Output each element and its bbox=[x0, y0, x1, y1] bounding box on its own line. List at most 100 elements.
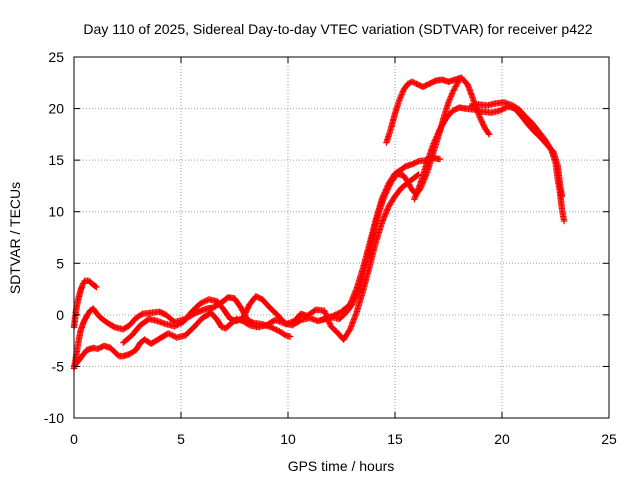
data-point-arc5 bbox=[349, 301, 356, 308]
data-point-arc6 bbox=[396, 95, 404, 103]
data-point-arc7 bbox=[434, 131, 441, 139]
data-point-arc5 bbox=[352, 292, 360, 300]
data-point-arc7 bbox=[498, 106, 505, 114]
data-point-arc6 bbox=[404, 80, 412, 88]
tick-labels: 0 5 10 15 20 25 -10 -5 0 5 10 15 20 25 bbox=[44, 49, 617, 447]
x-tick-label: 5 bbox=[177, 431, 185, 447]
data-point-arc3 bbox=[334, 310, 341, 318]
data-point-arc6 bbox=[408, 78, 416, 85]
y-tick-label: 20 bbox=[48, 101, 64, 117]
data-point-arc8 bbox=[560, 217, 568, 225]
data-point-arc3 bbox=[164, 330, 172, 337]
y-tick-label: 5 bbox=[56, 255, 64, 271]
data-point-arc6 bbox=[406, 79, 413, 87]
data-point-arc5 bbox=[448, 91, 455, 99]
data-point-arc6 bbox=[397, 94, 404, 101]
data-point-arc7 bbox=[430, 138, 438, 146]
data-point-arc6 bbox=[396, 97, 403, 104]
data-point-arc5 bbox=[352, 294, 359, 301]
data-point-arc5 bbox=[447, 93, 455, 100]
data-points bbox=[70, 74, 568, 372]
data-point-arc5 bbox=[451, 86, 458, 93]
x-axis-label: GPS time / hours bbox=[288, 458, 395, 474]
data-point-arc5 bbox=[445, 97, 453, 105]
data-point-arc4 bbox=[198, 299, 205, 307]
data-point-arc5 bbox=[445, 99, 452, 106]
data-point-arc5 bbox=[349, 299, 357, 307]
plot-border bbox=[73, 56, 610, 419]
x-tick-label: 25 bbox=[601, 431, 617, 447]
data-point-arc6 bbox=[397, 92, 405, 100]
data-point-arc4 bbox=[171, 323, 178, 330]
data-point-arc5 bbox=[449, 88, 456, 96]
y-tick-label: -5 bbox=[52, 358, 65, 374]
data-point-arc5 bbox=[354, 289, 361, 297]
y-axis-label: SDTVAR / TECUs bbox=[7, 182, 23, 294]
data-point-arc4 bbox=[199, 298, 207, 306]
data-point-arc4 bbox=[174, 321, 181, 329]
data-point-arc3 bbox=[169, 332, 176, 339]
data-point-arc6 bbox=[398, 91, 405, 98]
data-point-arc7 bbox=[435, 128, 442, 136]
data-point-arc4 bbox=[414, 172, 421, 179]
data-point-arc5 bbox=[405, 179, 412, 187]
y-tick-label: 0 bbox=[56, 307, 64, 323]
data-point-arc5 bbox=[452, 83, 459, 90]
data-point-arc3 bbox=[167, 331, 175, 338]
data-point-arc6 bbox=[485, 129, 492, 137]
data-point-arc5 bbox=[354, 288, 362, 295]
data-point-arc7 bbox=[434, 130, 442, 137]
data-point-arc5 bbox=[351, 295, 358, 302]
data-point-arc2 bbox=[273, 326, 280, 334]
data-point-arc6 bbox=[476, 114, 484, 121]
data-point-arc5 bbox=[406, 181, 413, 188]
data-point-arc6 bbox=[410, 79, 417, 86]
x-tick-label: 10 bbox=[280, 431, 296, 447]
data-point-arc1 bbox=[92, 283, 99, 290]
y-tick-label: -10 bbox=[44, 410, 64, 426]
data-point-arc6 bbox=[399, 89, 406, 97]
data-point-arc5 bbox=[407, 184, 414, 191]
data-point-arc5 bbox=[350, 297, 358, 304]
data-point-arc2 bbox=[270, 325, 277, 332]
data-point-arc2 bbox=[237, 304, 245, 311]
x-tick-label: 15 bbox=[387, 431, 403, 447]
data-point-arc5 bbox=[448, 90, 456, 97]
data-point-arc4 bbox=[201, 298, 208, 305]
data-point-arc5 bbox=[406, 182, 414, 190]
data-point-arc5 bbox=[447, 94, 454, 102]
data-point-arc1 bbox=[80, 280, 87, 287]
data-point-arc2 bbox=[286, 333, 294, 340]
y-tick-label: 10 bbox=[48, 204, 64, 220]
data-point-arc5 bbox=[451, 84, 459, 92]
y-tick-label: 15 bbox=[48, 152, 64, 168]
data-point-arc4 bbox=[202, 297, 210, 304]
data-point-arc2 bbox=[267, 324, 275, 331]
data-point-arc5 bbox=[453, 81, 460, 89]
data-point-arc5 bbox=[450, 87, 457, 94]
axis-ticks bbox=[73, 56, 610, 419]
data-point-arc3 bbox=[170, 332, 178, 340]
y-tick-label: 25 bbox=[48, 49, 64, 65]
data-point-arc7 bbox=[499, 106, 506, 113]
data-point-arc7 bbox=[432, 134, 440, 142]
data-point-arc7 bbox=[496, 107, 504, 114]
data-point-arc4 bbox=[172, 322, 180, 329]
data-point-arc7 bbox=[431, 137, 439, 144]
data-point-arc7 bbox=[432, 136, 439, 143]
data-point-arc1 bbox=[93, 283, 100, 291]
data-point-arc2 bbox=[238, 305, 245, 313]
data-point-arc5 bbox=[353, 291, 360, 298]
data-point-arc2 bbox=[271, 326, 279, 333]
data-point-arc7 bbox=[433, 133, 440, 140]
data-point-arc3 bbox=[335, 309, 342, 317]
data-point-arc5 bbox=[446, 96, 453, 103]
data-point-arc3 bbox=[436, 155, 444, 163]
x-tick-label: 20 bbox=[494, 431, 510, 447]
data-point-arc7 bbox=[500, 105, 508, 112]
data-point-arc5 bbox=[404, 178, 412, 186]
data-point-arc4 bbox=[175, 320, 183, 328]
data-point-arc6 bbox=[485, 131, 493, 138]
